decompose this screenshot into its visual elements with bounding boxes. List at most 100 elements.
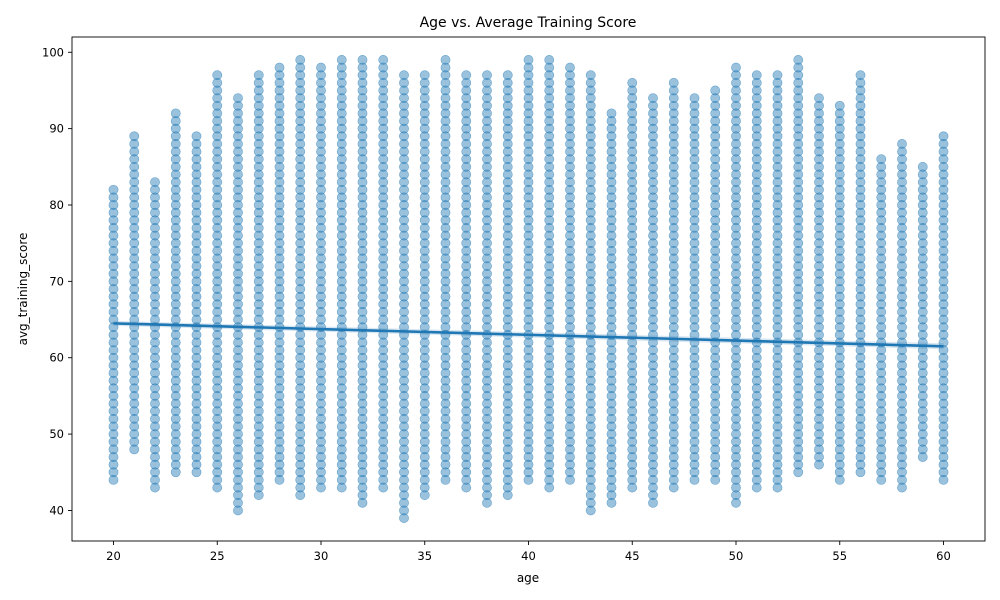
data-point bbox=[274, 383, 285, 394]
data-point bbox=[316, 398, 326, 409]
data-point bbox=[731, 490, 741, 501]
data-point bbox=[710, 413, 721, 424]
data-point bbox=[917, 161, 928, 172]
data-point bbox=[253, 307, 264, 317]
data-point bbox=[627, 161, 638, 172]
data-point bbox=[419, 291, 430, 302]
data-point bbox=[295, 85, 306, 96]
data-point bbox=[440, 184, 451, 195]
data-point bbox=[212, 161, 223, 172]
data-point bbox=[668, 398, 679, 409]
data-point bbox=[565, 345, 575, 355]
data-point bbox=[751, 230, 762, 241]
data-point bbox=[814, 291, 824, 302]
data-point bbox=[170, 169, 181, 180]
data-point bbox=[233, 261, 243, 271]
data-point bbox=[606, 108, 617, 119]
data-point bbox=[731, 398, 741, 409]
data-point bbox=[917, 413, 928, 424]
data-point bbox=[502, 200, 513, 210]
data-point bbox=[316, 459, 326, 470]
data-point bbox=[585, 131, 596, 142]
data-point bbox=[523, 169, 534, 180]
data-point bbox=[212, 375, 223, 386]
data-point bbox=[419, 337, 430, 348]
data-point bbox=[253, 93, 264, 103]
data-point bbox=[544, 406, 555, 417]
data-point bbox=[565, 314, 575, 325]
data-point bbox=[378, 475, 389, 485]
data-point bbox=[253, 200, 264, 210]
data-point bbox=[565, 62, 575, 73]
data-point bbox=[399, 352, 409, 363]
data-point bbox=[170, 436, 181, 447]
data-point bbox=[419, 406, 430, 417]
x-tick-label: 25 bbox=[210, 549, 225, 563]
data-point bbox=[793, 436, 804, 447]
data-point bbox=[814, 169, 824, 180]
data-point bbox=[419, 475, 430, 485]
data-point bbox=[544, 391, 555, 401]
data-point bbox=[834, 123, 845, 134]
data-point bbox=[793, 55, 804, 65]
data-point bbox=[233, 482, 243, 493]
data-point bbox=[772, 436, 783, 447]
data-point bbox=[170, 406, 181, 417]
data-point bbox=[378, 345, 389, 355]
data-point bbox=[482, 467, 492, 478]
data-point bbox=[876, 398, 887, 409]
data-point bbox=[461, 85, 472, 96]
data-point bbox=[461, 70, 472, 81]
data-point bbox=[378, 268, 389, 279]
data-point bbox=[357, 253, 368, 264]
data-point bbox=[274, 161, 285, 172]
data-point bbox=[378, 146, 389, 157]
data-point bbox=[336, 200, 347, 210]
data-point bbox=[129, 184, 140, 195]
data-point bbox=[834, 406, 845, 417]
data-point bbox=[585, 459, 596, 470]
data-point bbox=[710, 223, 721, 233]
data-point bbox=[419, 314, 430, 325]
data-point bbox=[399, 169, 409, 180]
data-point bbox=[565, 77, 575, 88]
data-point bbox=[150, 352, 160, 363]
data-point bbox=[316, 169, 326, 180]
data-point bbox=[544, 238, 555, 249]
data-point bbox=[482, 406, 492, 417]
data-point bbox=[233, 413, 243, 424]
data-point bbox=[253, 291, 264, 302]
data-point bbox=[897, 436, 907, 447]
data-point bbox=[233, 223, 243, 233]
data-point bbox=[648, 352, 658, 363]
data-point bbox=[668, 299, 679, 310]
data-point bbox=[295, 467, 306, 478]
data-point bbox=[627, 230, 638, 241]
data-point bbox=[917, 429, 928, 439]
data-point bbox=[212, 184, 223, 195]
data-point bbox=[751, 314, 762, 325]
data-point bbox=[668, 459, 679, 470]
data-point bbox=[274, 421, 285, 432]
data-point bbox=[606, 490, 617, 501]
data-point bbox=[170, 284, 181, 294]
data-point bbox=[585, 146, 596, 157]
data-point bbox=[357, 116, 368, 126]
data-point bbox=[108, 200, 119, 210]
data-point bbox=[710, 368, 721, 378]
data-point bbox=[150, 383, 160, 394]
data-point bbox=[938, 322, 949, 333]
data-point bbox=[316, 154, 326, 165]
data-point bbox=[274, 238, 285, 249]
data-point bbox=[461, 337, 472, 348]
data-point bbox=[751, 108, 762, 119]
data-point bbox=[606, 322, 617, 333]
data-point bbox=[295, 360, 306, 371]
data-point bbox=[917, 284, 928, 294]
data-point bbox=[648, 383, 658, 394]
data-point bbox=[440, 360, 451, 371]
data-point bbox=[772, 452, 783, 462]
data-point bbox=[502, 429, 513, 439]
data-point bbox=[523, 459, 534, 470]
